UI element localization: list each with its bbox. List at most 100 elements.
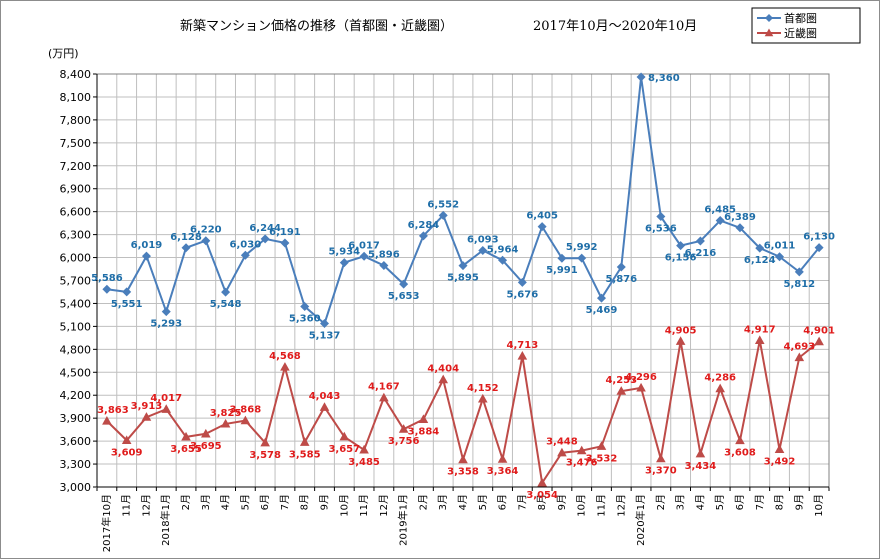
data-point [478,245,488,255]
data-label: 4,286 [704,373,736,384]
data-point [754,335,765,344]
x-tick-label: 5月 [239,494,251,510]
data-label: 3,532 [586,453,618,464]
data-label: 6,093 [467,234,499,245]
chart-subtitle: 2017年10月～2020年10月 [533,19,697,34]
legend-marker [765,14,773,22]
data-label: 6,030 [230,239,262,250]
data-point [280,238,290,248]
data-label: 3,476 [566,458,598,469]
data-point [121,435,132,445]
y-tick-label: 3,900 [60,412,92,425]
data-point [141,251,151,261]
data-label: 4,693 [784,342,816,353]
data-point [774,444,785,453]
x-tick-label: 2月 [180,494,192,510]
data-label: 3,609 [111,447,143,458]
data-label: 4,043 [309,391,341,402]
data-point [418,231,428,241]
data-label: 6,284 [408,220,440,231]
data-label: 5,964 [487,244,519,255]
data-label: 4,917 [744,324,776,335]
data-point [636,72,646,82]
data-point [102,284,112,294]
data-label: 3,578 [249,450,281,461]
data-label: 6,011 [764,241,796,252]
data-label: 5,676 [507,289,539,300]
data-point [735,223,745,233]
data-label: 3,655 [170,444,202,455]
data-label: 3,695 [190,441,222,452]
data-label: 5,551 [111,299,143,310]
data-point [775,252,785,262]
data-label: 5,934 [328,247,360,258]
x-tick-label: 11月 [358,494,370,517]
x-tick-label: 7月 [516,494,528,510]
data-point [379,261,389,271]
data-point [695,236,705,246]
data-label: 6,220 [190,225,222,236]
y-tick-label: 4,500 [60,366,92,379]
data-label: 6,017 [348,240,380,251]
data-point [438,374,449,384]
data-point [122,287,132,297]
data-point [498,255,508,265]
y-tick-label: 8,400 [60,68,92,81]
data-label: 5,360 [289,314,321,325]
data-point [814,336,824,346]
y-tick-label: 3,600 [60,435,92,448]
x-tick-label: 4月 [457,494,469,510]
data-point [676,241,686,251]
data-label: 6,389 [724,212,756,223]
chart-title: 新築マンション価格の推移（首都圏・近畿圏） [180,18,453,34]
data-point [794,267,804,277]
series-line-shutoken [106,76,820,326]
data-point [161,307,171,317]
x-tick-label: 12月 [615,494,627,517]
x-tick-label: 3月 [437,494,449,510]
data-label: 3,485 [348,457,380,468]
x-tick-label: 7月 [754,494,766,510]
x-tick-label: 9月 [556,494,568,510]
x-tick-label: 2017年10月 [100,494,113,552]
data-point [715,383,725,393]
data-point [240,415,251,425]
data-point [379,392,389,402]
y-tick-label: 6,600 [60,206,92,219]
data-label: 3,492 [764,456,796,467]
data-point [181,243,191,253]
x-tick-label: 2019年1月 [397,494,410,546]
data-point [616,386,627,395]
data-point [260,437,270,447]
data-point [557,447,567,457]
data-point [477,393,488,403]
y-tick-label: 6,300 [60,229,92,242]
x-tick-label: 11月 [595,494,607,517]
data-label: 6,536 [645,224,677,235]
data-label: 4,568 [269,351,301,362]
data-label: 5,812 [784,279,816,290]
data-label: 3,054 [526,490,558,501]
data-point [300,302,310,312]
x-tick-label: 2月 [655,494,667,510]
data-label: 6,552 [427,199,459,210]
data-point [319,402,330,411]
data-label: 5,137 [309,331,341,342]
data-point [794,352,805,362]
data-label: 6,156 [665,253,697,264]
data-label: 6,485 [704,204,736,215]
data-label: 4,152 [467,383,499,394]
data-point [359,444,369,454]
data-label: 3,608 [724,447,756,458]
data-label: 6,216 [685,248,717,259]
y-tick-label: 4,200 [60,389,92,402]
x-tick-label: 8月 [774,494,786,510]
data-point [458,454,468,464]
data-label: 5,548 [210,299,242,310]
data-label: 5,896 [368,250,400,261]
x-tick-label: 2018年1月 [159,494,172,546]
legend-label: 首都圏 [784,11,817,25]
